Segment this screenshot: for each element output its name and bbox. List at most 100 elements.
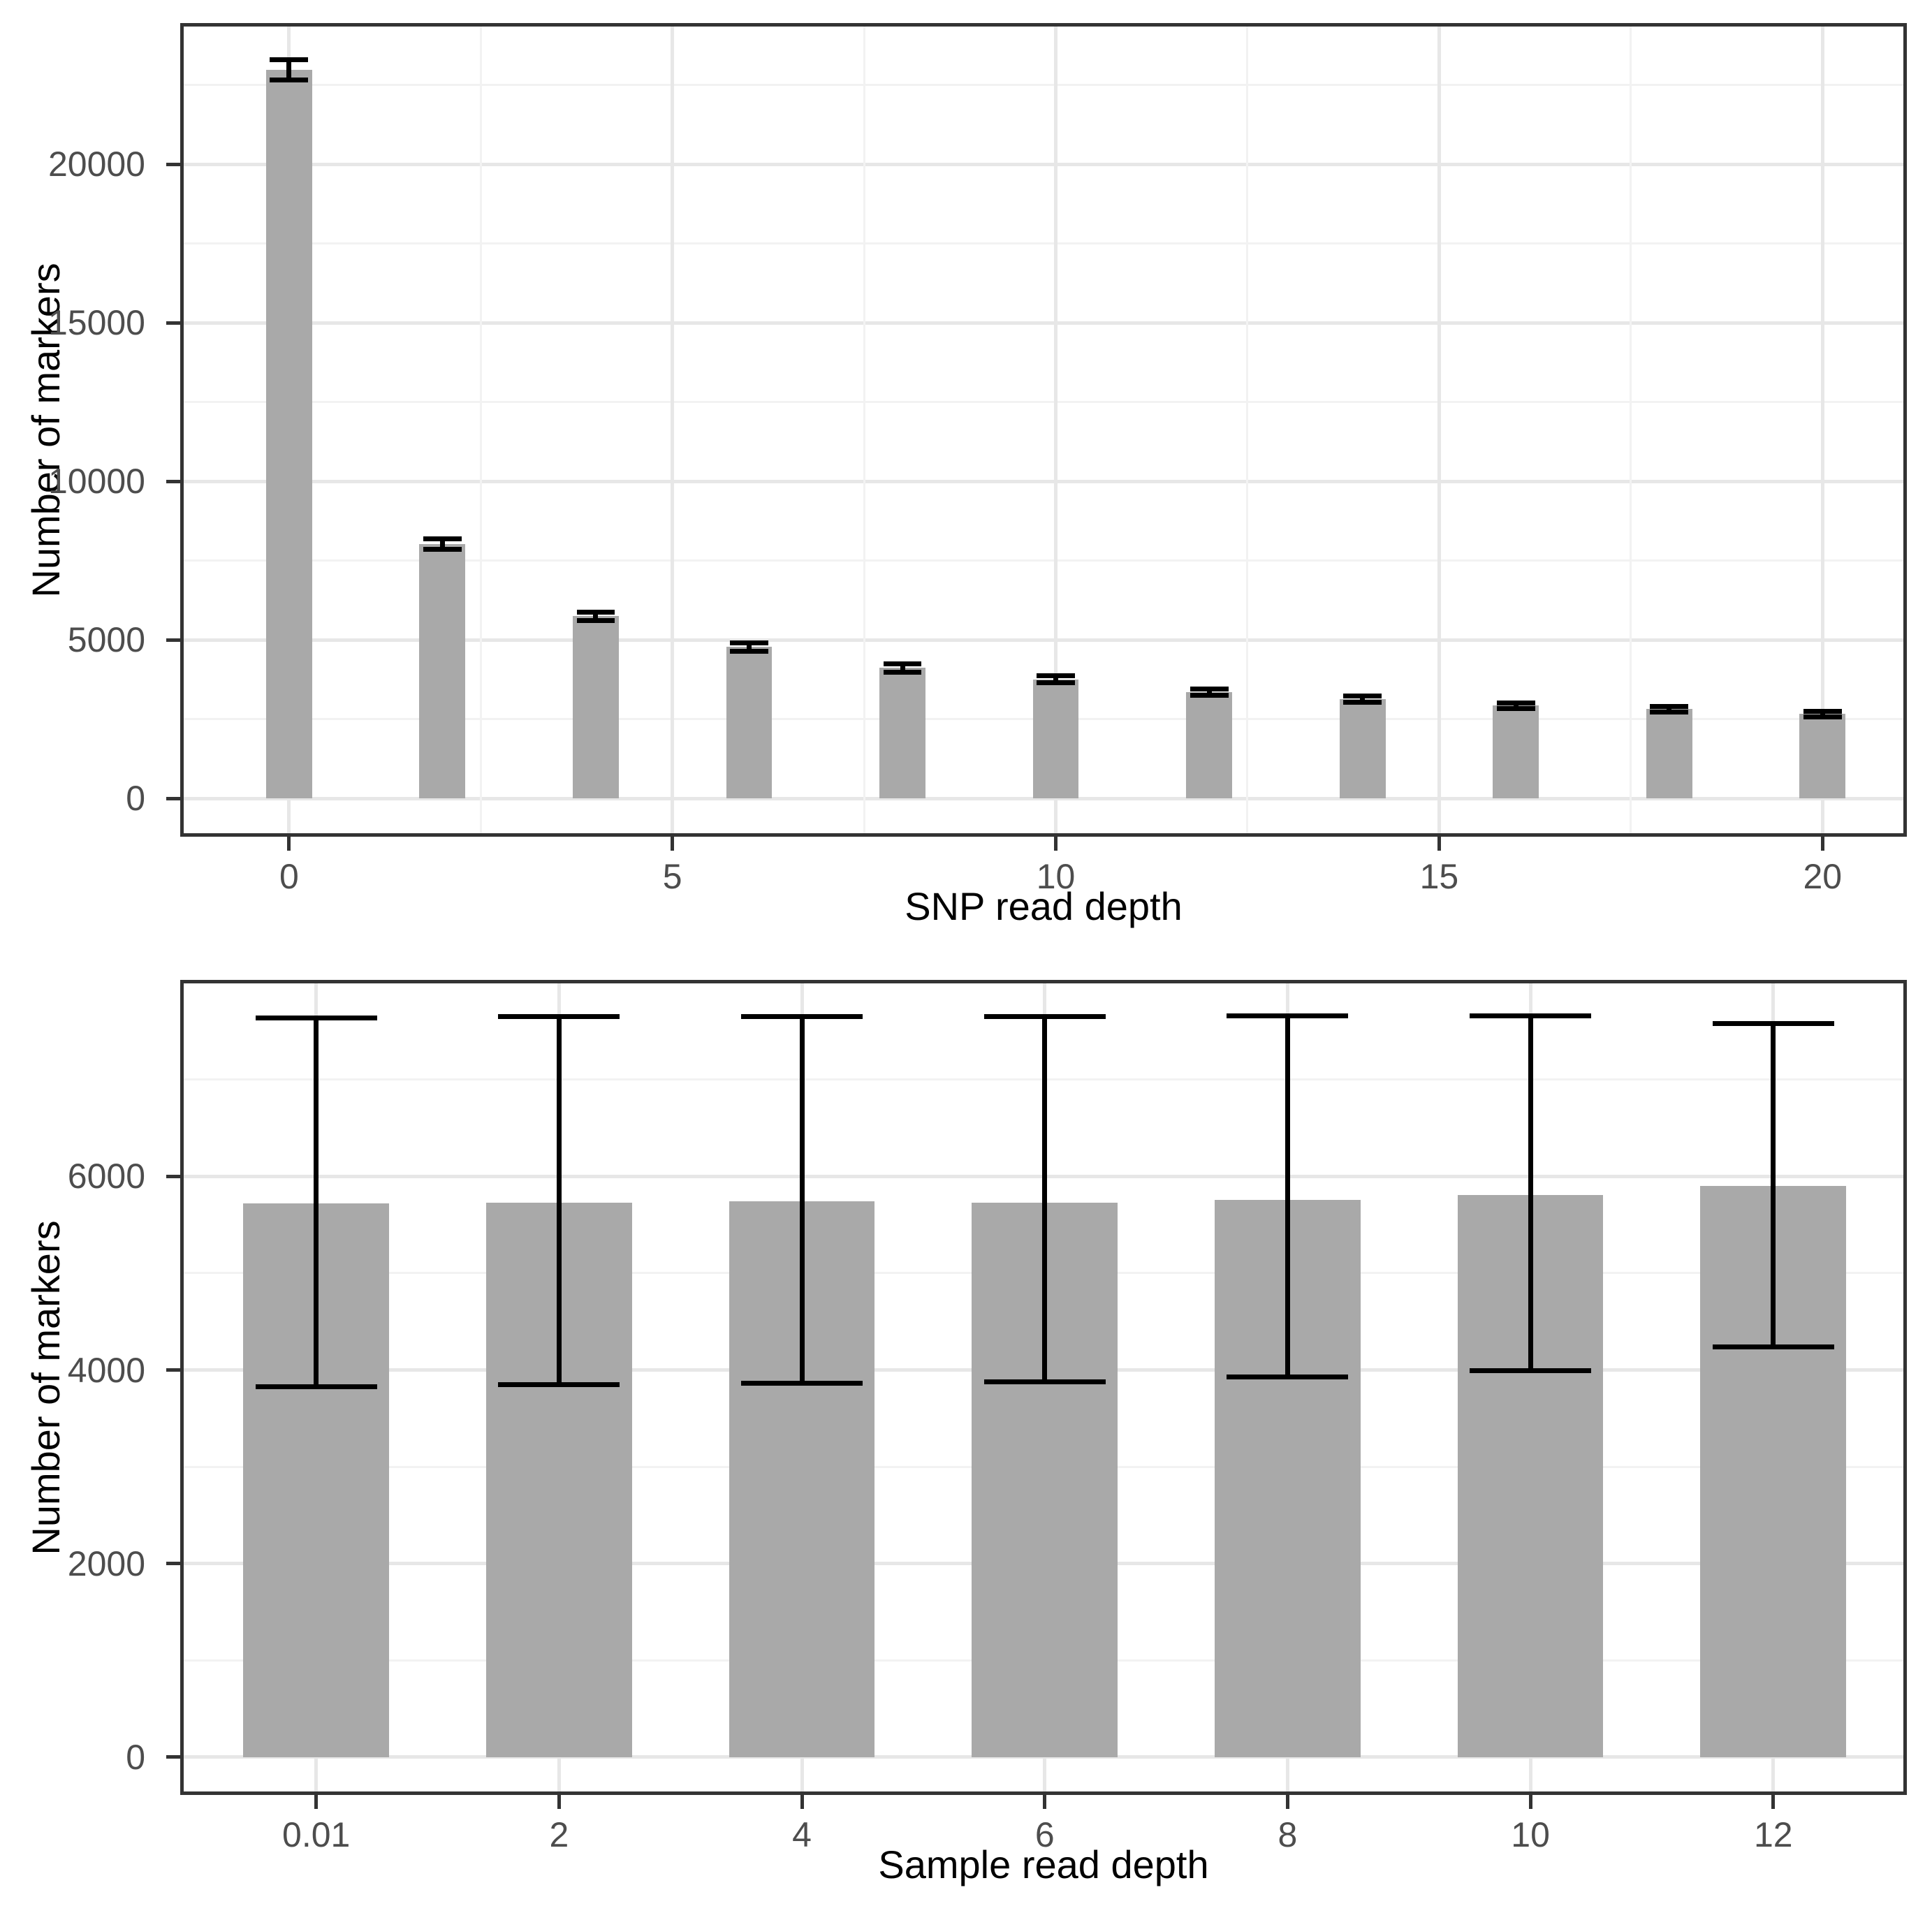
y-major-gridline (180, 321, 1907, 325)
x-major-gridline (1285, 980, 1289, 1795)
x-major-gridline (1437, 23, 1441, 837)
y-tick-mark (166, 479, 180, 483)
error-bar-cap-lower (1037, 680, 1075, 686)
x-tick-label: 5 (662, 857, 682, 896)
error-bar-cap-lower (1190, 693, 1229, 698)
x-tick-mark (1528, 1795, 1532, 1809)
bar (879, 668, 925, 799)
y-minor-gridline (180, 401, 1907, 404)
bar (972, 1202, 1118, 1757)
y-major-gridline (180, 479, 1907, 483)
error-bar-cap-upper (255, 1015, 377, 1020)
x-minor-gridline (479, 23, 482, 837)
x-tick-label: 0.01 (282, 1815, 351, 1854)
error-bar-cap-upper (1712, 1020, 1834, 1026)
y-tick-label: 2000 (67, 1544, 145, 1583)
x-minor-gridline (863, 23, 865, 837)
error-bar-line (1053, 675, 1059, 683)
x-tick-mark (1054, 837, 1058, 851)
panel-border (180, 980, 1907, 1795)
y-minor-gridline (180, 242, 1907, 245)
x-major-gridline (557, 980, 561, 1795)
y-minor-gridline (180, 559, 1907, 562)
error-bar-line (746, 643, 752, 652)
y-tick-label: 5000 (67, 620, 145, 660)
y-axis-title: Number of markers (24, 262, 68, 598)
error-bar-line (1285, 1016, 1290, 1377)
y-axis-title: Number of markers (24, 1219, 68, 1555)
error-bar-line (1820, 711, 1825, 717)
error-bar-cap-lower (983, 1379, 1106, 1385)
y-major-gridline (180, 1562, 1907, 1566)
bar (1493, 705, 1539, 799)
y-tick-label: 10000 (47, 462, 145, 501)
x-axis-title: Sample read depth (878, 1842, 1209, 1886)
y-tick-label: 6000 (67, 1157, 145, 1196)
x-major-gridline (1771, 980, 1776, 1795)
error-bar-cap-lower (1470, 1368, 1591, 1373)
error-bar-line (1360, 696, 1366, 703)
x-major-gridline (671, 23, 675, 837)
x-major-gridline (287, 23, 291, 837)
error-bar-cap-upper (1496, 700, 1535, 705)
error-bar-cap-upper (270, 57, 309, 63)
x-tick-label: 4 (792, 1815, 812, 1854)
x-tick-label: 20 (1803, 857, 1843, 896)
y-tick-label: 0 (126, 779, 145, 819)
error-bar-cap-upper (883, 661, 922, 666)
x-tick-label: 10 (1511, 1815, 1550, 1854)
y-tick-label: 15000 (47, 303, 145, 343)
y-tick-mark (166, 1368, 180, 1372)
error-bar-line (1771, 1023, 1776, 1347)
bar (726, 647, 773, 799)
x-tick-mark (1771, 1795, 1776, 1809)
y-minor-gridline (180, 84, 1907, 87)
x-tick-label: 8 (1278, 1815, 1298, 1854)
bar (1215, 1199, 1361, 1757)
error-bar-line (1206, 689, 1212, 696)
x-tick-mark (1437, 837, 1441, 851)
y-major-gridline (180, 1755, 1907, 1759)
y-minor-gridline (180, 1659, 1907, 1662)
y-minor-gridline (180, 1465, 1907, 1468)
x-tick-mark (1820, 837, 1824, 851)
error-bar-cap-lower (1343, 699, 1382, 705)
y-minor-gridline (180, 718, 1907, 721)
x-tick-mark (671, 837, 675, 851)
error-bar-cap-lower (1712, 1344, 1834, 1349)
error-bar-cap-upper (1190, 686, 1229, 691)
error-bar-line (1513, 703, 1518, 709)
x-tick-mark (800, 1795, 804, 1809)
y-major-gridline (180, 796, 1907, 800)
panel-border (180, 23, 1907, 837)
error-bar-line (900, 664, 905, 673)
error-bar-line (1042, 1016, 1048, 1382)
x-tick-mark (1043, 1795, 1047, 1809)
error-bar-cap-upper (1037, 673, 1075, 678)
error-bar-line (286, 59, 292, 80)
error-bar-cap-upper (498, 1014, 620, 1020)
x-tick-mark (1285, 1795, 1289, 1809)
bar (1700, 1186, 1847, 1757)
bar (419, 544, 466, 799)
error-bar-line (1528, 1016, 1533, 1371)
bar (1457, 1194, 1604, 1757)
y-tick-mark (166, 1174, 180, 1178)
y-tick-mark (166, 1755, 180, 1759)
error-bar-cap-upper (423, 536, 462, 542)
error-bar-cap-lower (730, 649, 768, 654)
error-bar-cap-lower (576, 617, 615, 623)
bar (265, 70, 312, 799)
x-minor-gridline (1630, 23, 1632, 837)
x-axis-title: SNP read depth (905, 884, 1183, 928)
x-tick-label: 6 (1034, 1815, 1055, 1854)
bar (486, 1202, 632, 1757)
x-major-gridline (314, 980, 319, 1795)
error-bar-cap-upper (730, 640, 768, 645)
bar (1032, 679, 1079, 799)
error-bar-line (799, 1016, 805, 1384)
y-tick-mark (166, 638, 180, 642)
y-major-gridline (180, 1174, 1907, 1178)
